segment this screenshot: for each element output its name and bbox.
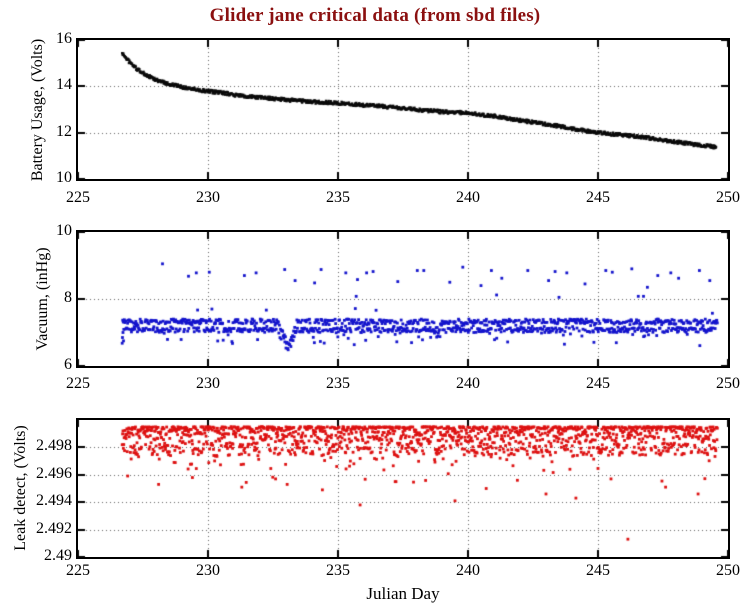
y-axis-label-battery: Battery Usage, (Volts)	[29, 38, 46, 182]
x-tick-label: 245	[586, 189, 610, 206]
y-tick-label: 8	[64, 289, 72, 306]
x-tick-label: 230	[196, 375, 220, 392]
y-tick-label: 2.498	[36, 437, 72, 455]
x-tick-label: 235	[326, 375, 350, 392]
x-tick-label: 235	[326, 562, 350, 579]
x-tick-label: 240	[456, 375, 480, 392]
leak-plot-area	[76, 418, 730, 559]
y-tick-label: 6	[64, 356, 72, 373]
x-tick-label: 235	[326, 189, 350, 206]
y-tick-label: 2.492	[36, 519, 72, 537]
y-tick-label: 16	[56, 30, 72, 47]
vacuum-scatter-canvas	[78, 232, 728, 366]
x-axis-label: Julian Day	[366, 584, 440, 603]
figure-title: Glider jane critical data (from sbd file…	[209, 5, 541, 26]
vacuum-plot-area	[76, 230, 730, 368]
battery-plot-area	[76, 38, 730, 181]
x-tick-label: 250	[716, 375, 740, 392]
y-tick-label: 14	[56, 76, 72, 94]
x-tick-label: 245	[586, 375, 610, 392]
x-tick-label: 245	[586, 562, 610, 579]
x-tick-label: 250	[716, 189, 740, 206]
battery-scatter-canvas	[78, 40, 728, 179]
y-tick-label: 2.494	[36, 492, 72, 510]
y-tick-label: 2.496	[36, 464, 72, 482]
leak-scatter-canvas	[78, 420, 728, 557]
y-tick-label: 2.49	[44, 547, 72, 564]
y-tick-label: 10	[56, 222, 72, 239]
x-tick-label: 240	[456, 562, 480, 579]
x-tick-label: 240	[456, 189, 480, 206]
x-tick-label: 225	[66, 562, 90, 579]
x-tick-label: 225	[66, 189, 90, 206]
x-tick-label: 250	[716, 562, 740, 579]
y-tick-label: 12	[56, 122, 72, 140]
x-tick-label: 230	[196, 562, 220, 579]
x-tick-label: 230	[196, 189, 220, 206]
x-tick-label: 225	[66, 375, 90, 392]
y-tick-label: 10	[56, 169, 72, 186]
